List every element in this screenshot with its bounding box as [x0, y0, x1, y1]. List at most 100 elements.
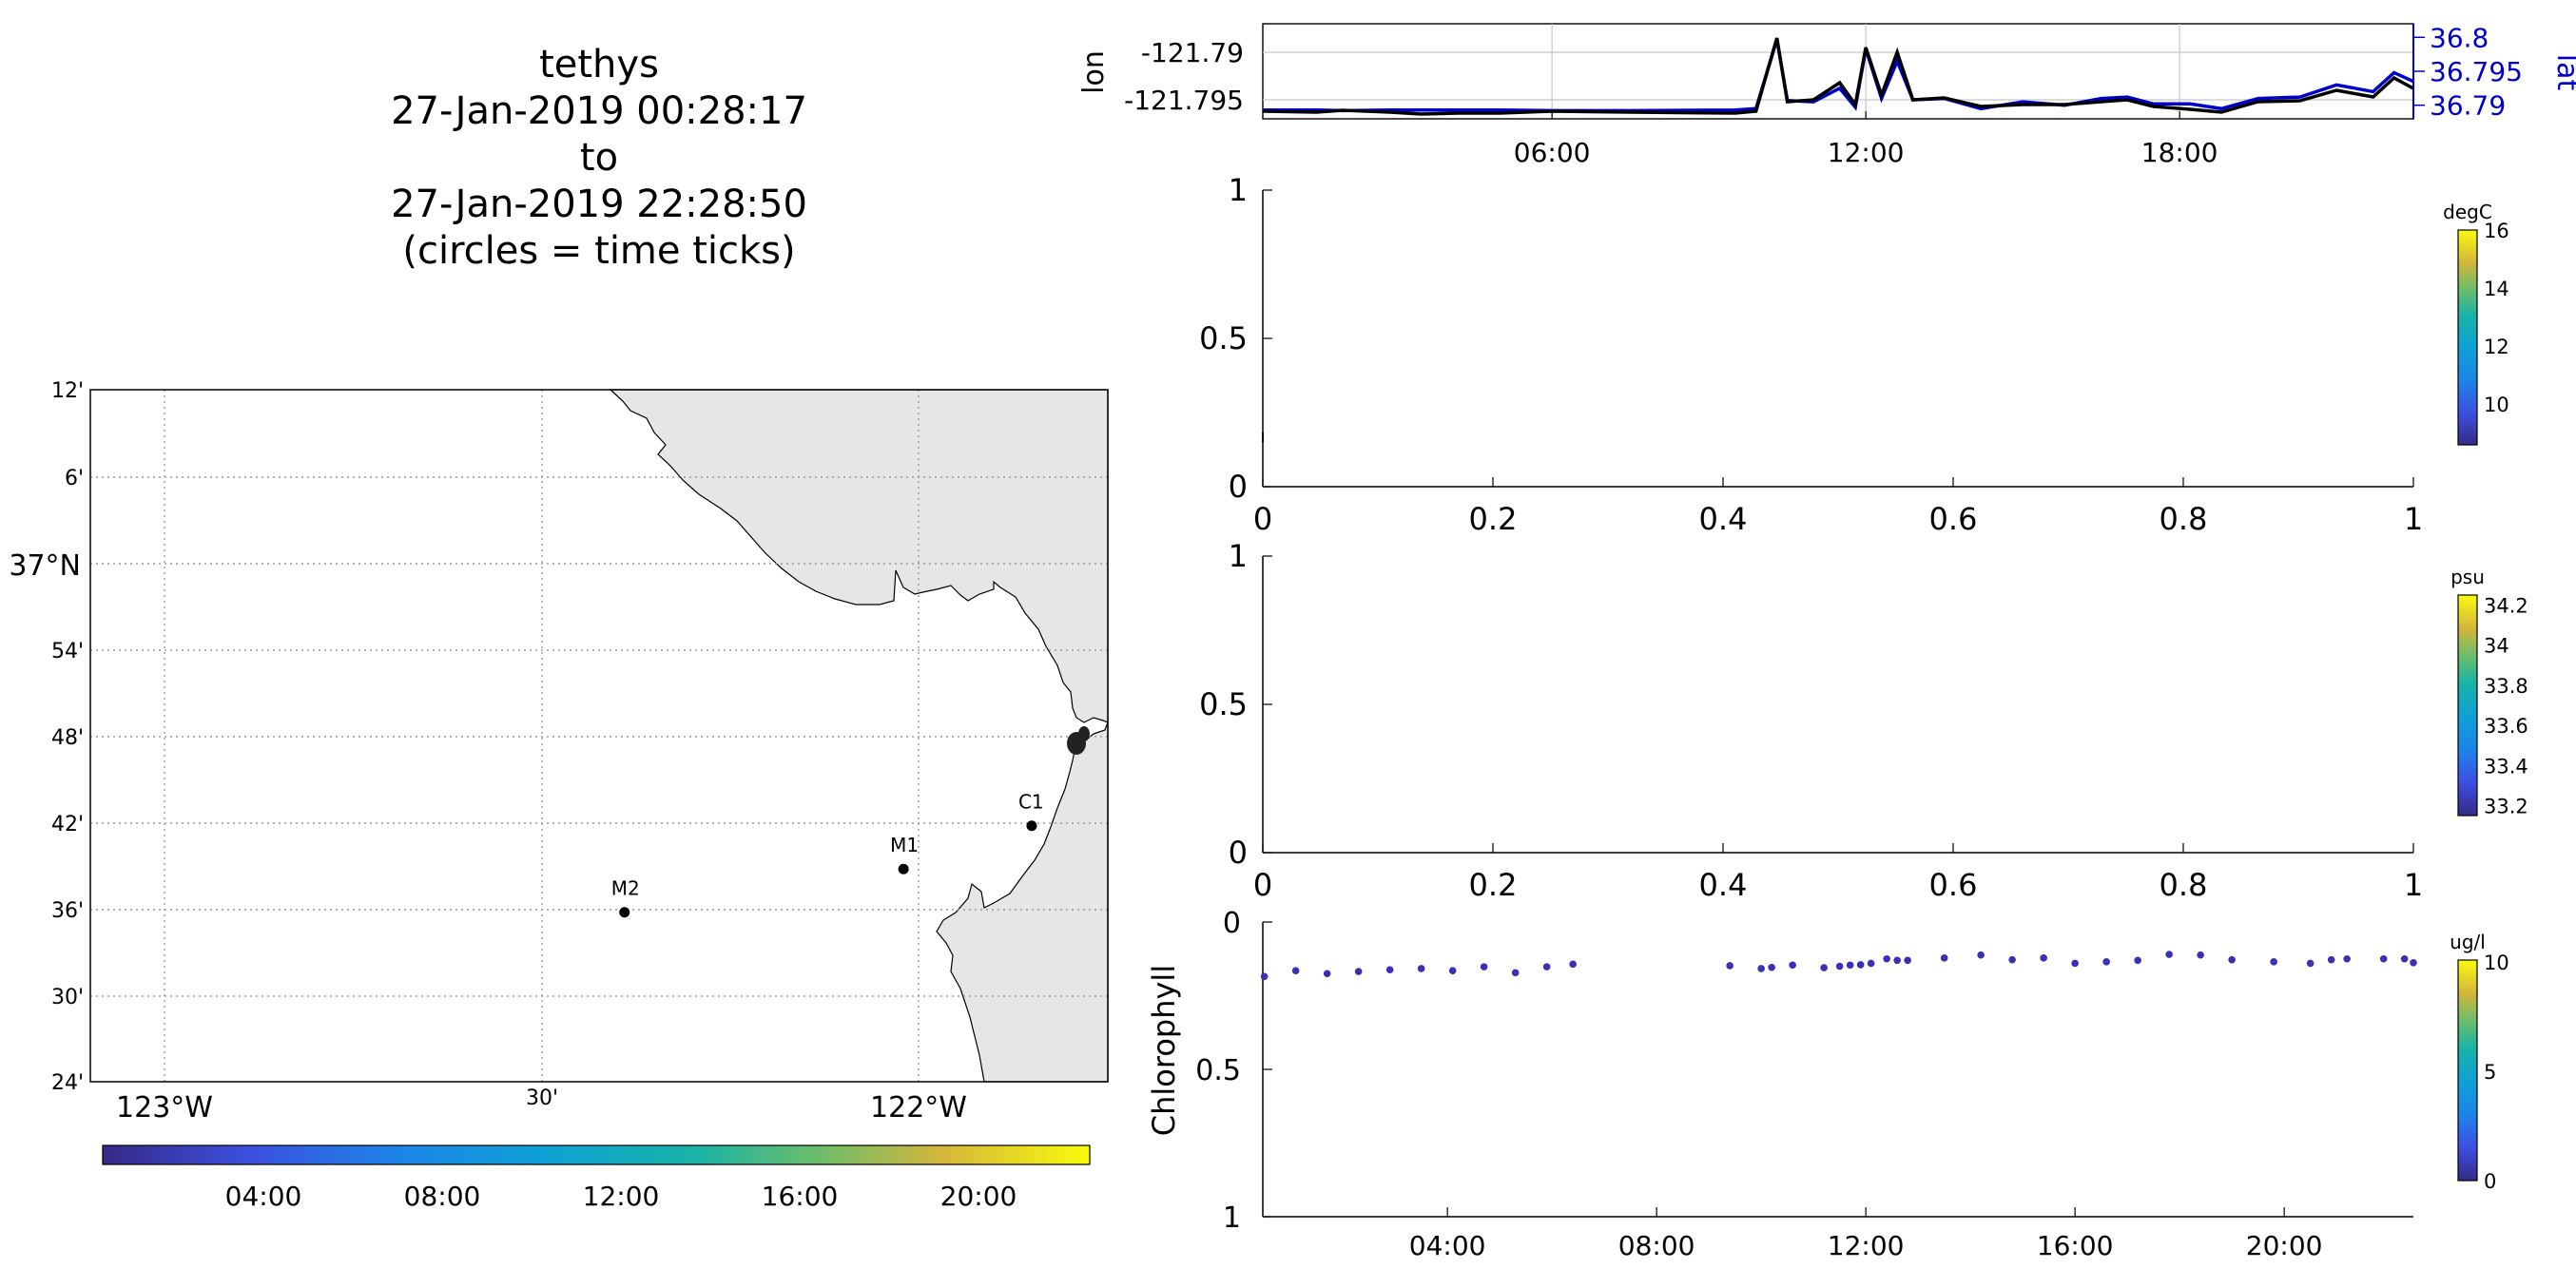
position-gridlines — [1263, 24, 2413, 119]
map-lat-tick: 6' — [65, 467, 84, 490]
salinity-y-tick: 1 — [1229, 538, 1248, 574]
map-lat-tick-labels: 12' 6' 37°N 54' 48' 42' 36' 30' 24' — [9, 379, 84, 1095]
chlorophyll-point — [2410, 958, 2417, 967]
station-marker — [1026, 820, 1037, 832]
salinity-y-tick: 0.5 — [1199, 686, 1248, 722]
title-start-time: 27-Jan-2019 00:28:17 — [391, 89, 807, 133]
chlorophyll-point — [1354, 968, 1363, 975]
chlorophyll-point — [2400, 954, 2409, 963]
map-lon-tick: 123°W — [116, 1091, 213, 1125]
temperature-colorbar-tick: 14 — [2484, 278, 2509, 300]
salinity-x-tick: 1 — [2404, 867, 2423, 903]
chlorophyll-point — [1835, 962, 1844, 971]
salinity-axes: 0 0.2 0.4 0.6 0.8 1 1 0.5 0 — [1199, 538, 2423, 903]
chlorophyll-colorbar — [2457, 959, 2478, 1182]
position-x-tick: 12:00 — [1828, 137, 1905, 168]
chlorophyll-point — [2102, 958, 2110, 966]
map-lon-tick: 122°W — [870, 1091, 967, 1125]
position-lat-axis-label: lat — [2550, 54, 2576, 91]
salinity-colorbar-labels: psu 34.2 34 33.8 33.6 33.4 33.2 — [2450, 566, 2528, 817]
salinity-colorbar-tick: 33.4 — [2484, 755, 2528, 778]
chlorophyll-point — [1291, 967, 1300, 974]
chlorophyll-point — [1726, 962, 1733, 970]
temperature-colorbar — [2457, 229, 2478, 446]
chlorophyll-point — [1542, 963, 1551, 971]
chlorophyll-x-tick: 08:00 — [1618, 1230, 1695, 1261]
chlorophyll-point — [1480, 963, 1488, 971]
chlorophyll-point — [2327, 955, 2335, 964]
chlorophyll-point — [1940, 954, 1948, 962]
chlorophyll-point — [1448, 967, 1457, 974]
coastal-cluster — [1067, 726, 1090, 755]
chlorophyll-point — [2134, 956, 2141, 965]
map-panel: 12' 6' 37°N 54' 48' 42' 36' 30' 24' 123°W 30' 122°… — [9, 379, 1109, 1125]
position-lon-axis-label: lon — [1077, 50, 1111, 94]
chlorophyll-point — [1867, 959, 1875, 968]
land-area — [609, 389, 1109, 1083]
chlorophyll-point — [1511, 969, 1520, 977]
position-x-tick: 06:00 — [1514, 137, 1591, 168]
salinity-colorbar-unit: psu — [2450, 566, 2485, 588]
map-lon-tick-labels: 123°W 30' 122°W — [116, 1086, 967, 1125]
chlorophyll-point — [2008, 955, 2016, 964]
time-colorbar-tick: 12:00 — [583, 1181, 660, 1212]
temperature-x-tick: 0 — [1253, 501, 1272, 537]
figure-title: tethys 27-Jan-2019 00:28:17 to 27-Jan-20… — [314, 42, 884, 275]
map-lon-tick: 30' — [526, 1086, 558, 1110]
salinity-colorbar-tick: 34 — [2484, 635, 2509, 658]
station-label: M2 — [611, 877, 640, 900]
chlorophyll-points — [1260, 951, 2417, 981]
chlorophyll-colorbar-tick: 5 — [2484, 1061, 2496, 1084]
chlorophyll-point — [2270, 958, 2277, 966]
chlorophyll-y-tick: 0 — [1223, 907, 1241, 940]
chlorophyll-x-tick: 12:00 — [1828, 1230, 1905, 1261]
position-lon-tick: -121.79 — [1141, 37, 1244, 68]
station-label: C1 — [1018, 791, 1044, 814]
chlorophyll-point — [1260, 972, 1269, 981]
chlorophyll-point — [1569, 960, 1577, 969]
chlorophyll-panel: 04:00 08:00 12:00 16:00 20:00 0 0.5 1 Chlorophy… — [1146, 907, 2509, 1261]
position-lon-tick-labels: -121.79 -121.795 — [1124, 37, 1244, 116]
map-frame — [89, 389, 1109, 1083]
time-colorbar-tick: 08:00 — [404, 1181, 481, 1212]
salinity-y-tick: 0 — [1229, 835, 1248, 871]
map-lat-tick: 37°N — [9, 549, 81, 583]
salinity-colorbar-tick: 33.2 — [2484, 795, 2528, 817]
salinity-x-tick: 0.6 — [1929, 867, 1978, 903]
temperature-y-tick: 0.5 — [1199, 320, 1248, 356]
title-end-time: 27-Jan-2019 22:28:50 — [391, 183, 807, 226]
chlorophyll-axis-label: Chlorophyll — [1146, 965, 1182, 1136]
position-lat-tick: 36.8 — [2430, 22, 2489, 53]
chlorophyll-point — [1757, 965, 1765, 972]
chlorophyll-point — [2197, 951, 2204, 959]
temperature-colorbar-tick: 10 — [2484, 394, 2509, 416]
temperature-x-tick: 1 — [2404, 501, 2423, 537]
chlorophyll-x-tick: 20:00 — [2246, 1230, 2323, 1261]
time-colorbar-tick: 04:00 — [225, 1181, 302, 1212]
chlorophyll-point — [1977, 951, 1985, 959]
map-lat-tick: 30' — [51, 986, 84, 1009]
time-colorbar-tick: 16:00 — [762, 1181, 839, 1212]
position-x-tick-labels: 06:00 12:00 18:00 — [1514, 137, 2218, 168]
chlorophyll-point — [2071, 959, 2079, 968]
chlorophyll-point — [2343, 954, 2351, 963]
chlorophyll-point — [2040, 954, 2047, 962]
map-gridlines — [90, 390, 1108, 1082]
chlorophyll-y-tick: 0.5 — [1195, 1054, 1241, 1087]
temperature-colorbar-tick: 12 — [2484, 336, 2509, 358]
chlorophyll-colorbar-labels: ug/l10 5 0 — [2450, 931, 2509, 1193]
chlorophyll-x-tick: 16:00 — [2037, 1230, 2114, 1261]
chlorophyll-point — [2306, 959, 2315, 968]
map-lat-tick: 48' — [51, 726, 84, 750]
title-to: to — [579, 136, 619, 180]
position-panel: 06:00 12:00 18:00 -121.79-121.795 36.836.7… — [1077, 22, 2576, 168]
chlorophyll-point — [1820, 964, 1828, 971]
position-lon-tick: -121.795 — [1124, 85, 1244, 116]
temperature-axes: 0 0.2 0.4 0.6 0.8 1 1 0.5 0 — [1199, 172, 2423, 537]
chlorophyll-colorbar-tick: 0 — [2484, 1170, 2496, 1193]
map-lat-tick: 36' — [51, 899, 84, 923]
salinity-colorbar-tick: 33.6 — [2484, 715, 2528, 738]
salinity-colorbar — [2457, 594, 2478, 817]
